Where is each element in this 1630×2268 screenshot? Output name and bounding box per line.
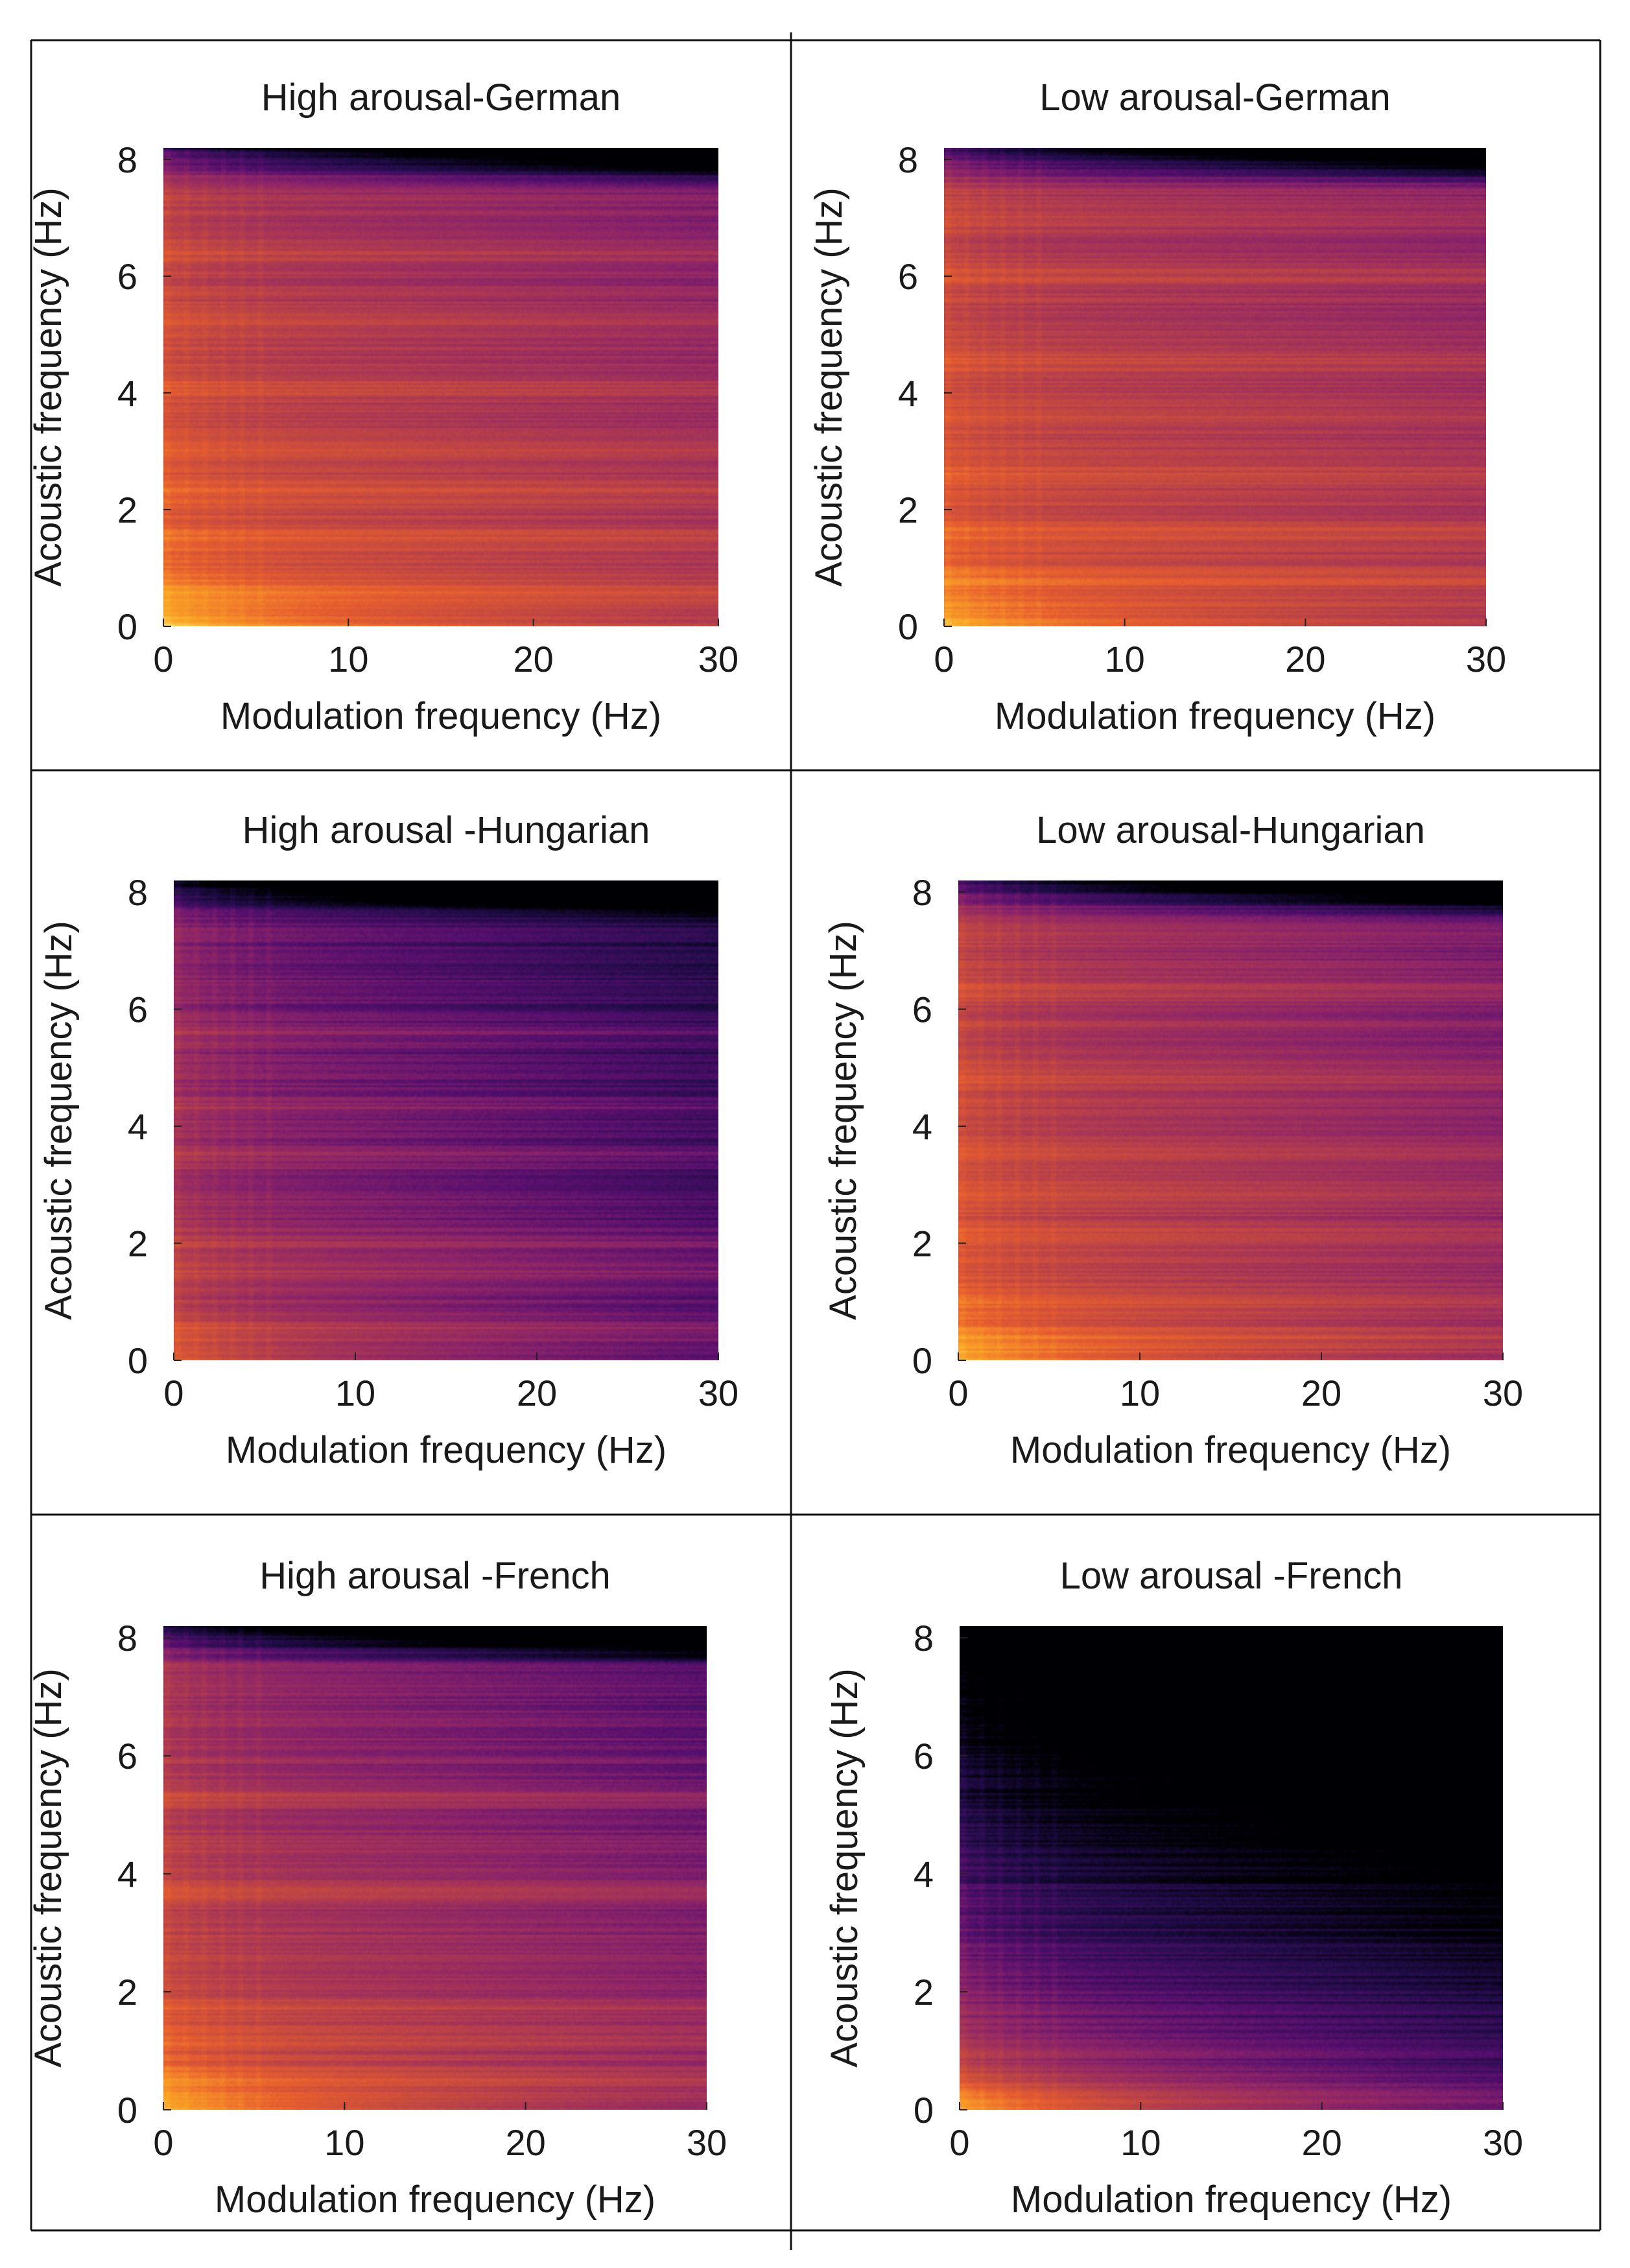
x-tick-label: 30: [1483, 1373, 1523, 1413]
x-axis-label: Modulation frequency (Hz): [995, 695, 1435, 737]
y-tick-label: 8: [912, 872, 932, 913]
x-axis-label: Modulation frequency (Hz): [215, 2179, 656, 2221]
panel-title: Low arousal -French: [1060, 1555, 1403, 1597]
y-tick-label: 2: [117, 490, 137, 530]
x-tick-label: 20: [1302, 2122, 1342, 2163]
y-tick-label: 6: [912, 989, 932, 1030]
y-tick-label: 4: [117, 373, 137, 414]
x-tick-label: 0: [949, 2122, 969, 2163]
x-tick-label: 20: [514, 639, 554, 679]
x-tick-label: 0: [153, 2122, 173, 2163]
panel-title: High arousal-German: [261, 77, 620, 119]
x-tick-label: 20: [1285, 639, 1325, 679]
y-tick-label: 0: [898, 606, 918, 647]
x-tick-label: 30: [687, 2122, 727, 2163]
y-tick-label: 6: [128, 989, 148, 1030]
x-tick-label: 10: [1120, 1373, 1160, 1413]
y-tick-label: 2: [898, 490, 918, 530]
panel-title: High arousal -French: [259, 1555, 611, 1597]
y-tick-label: 8: [898, 139, 918, 180]
x-axis-label: Modulation frequency (Hz): [1010, 1429, 1451, 1471]
y-tick-label: 4: [898, 373, 918, 414]
y-tick-label: 8: [117, 1618, 137, 1659]
x-tick-label: 10: [1120, 2122, 1161, 2163]
spectrogram-panel-3: High arousal -Hungarian 0 10 20 30 0 2 4 6 8 Modul…: [38, 809, 738, 1471]
x-tick-label: 0: [163, 1373, 183, 1413]
y-tick-label: 2: [117, 1972, 137, 2013]
spectrogram-heatmap: [958, 880, 1503, 1360]
x-axis-label: Modulation frequency (Hz): [220, 695, 661, 737]
y-tick-label: 6: [117, 256, 137, 297]
x-tick-label: 30: [698, 639, 738, 679]
spectrogram-heatmap: [163, 148, 718, 626]
y-tick-label: 2: [128, 1223, 148, 1264]
x-tick-label: 30: [1466, 639, 1506, 679]
x-tick-label: 0: [934, 639, 954, 679]
y-axis-label: Acoustic frequency (Hz): [808, 187, 850, 587]
spectrogram-heatmap: [163, 1626, 707, 2110]
y-tick-label: 4: [912, 1106, 932, 1147]
y-axis-label: Acoustic frequency (Hz): [823, 1668, 866, 2068]
x-tick-label: 30: [698, 1373, 738, 1413]
spectrogram-panel-5: High arousal -French 0 10 20 30 0 2 4 6 8 Modulati…: [27, 1555, 727, 2221]
spectrogram-panel-2: Low arousal-German 0 10 20 30 0 2 4 6 8 Modulation…: [808, 77, 1506, 737]
y-tick-label: 8: [128, 872, 148, 913]
y-tick-label: 0: [128, 1340, 148, 1381]
y-tick-label: 4: [117, 1854, 137, 1895]
panel-title: Low arousal-Hungarian: [1036, 809, 1425, 851]
y-tick-label: 4: [128, 1106, 148, 1147]
x-tick-label: 20: [506, 2122, 546, 2163]
panel-title: Low arousal-German: [1039, 77, 1391, 119]
y-axis-label: Acoustic frequency (Hz): [27, 1668, 69, 2068]
y-tick-label: 6: [914, 1736, 934, 1777]
x-tick-label: 10: [324, 2122, 364, 2163]
x-tick-label: 10: [328, 639, 368, 679]
spectrogram-panel-6: Low arousal -French 0 10 20 30 0 2 4 6 8 Modulatio…: [823, 1555, 1523, 2221]
y-tick-label: 2: [914, 1972, 934, 2013]
y-axis-label: Acoustic frequency (Hz): [27, 187, 69, 587]
y-tick-label: 0: [117, 2090, 137, 2131]
x-tick-label: 0: [153, 639, 173, 679]
y-tick-label: 0: [117, 606, 137, 647]
spectrogram-heatmap: [944, 148, 1486, 626]
y-axis-label: Acoustic frequency (Hz): [38, 921, 80, 1320]
spectrogram-panel-1: High arousal-German 0 10 20 30 0 2 4 6 8 Modulatio…: [27, 77, 738, 737]
x-tick-label: 10: [1105, 639, 1145, 679]
y-tick-label: 8: [914, 1618, 934, 1659]
y-tick-label: 8: [117, 139, 137, 180]
y-axis-label: Acoustic frequency (Hz): [822, 921, 864, 1320]
spectrogram-panel-4: Low arousal-Hungarian 0 10 20 30 0 2 4 6 8 Modulat…: [822, 809, 1523, 1471]
x-tick-label: 30: [1483, 2122, 1523, 2163]
y-tick-label: 4: [914, 1854, 934, 1895]
figure-grid: [30, 32, 1601, 2250]
x-axis-label: Modulation frequency (Hz): [1011, 2179, 1452, 2221]
y-tick-label: 6: [898, 256, 918, 297]
x-tick-label: 10: [335, 1373, 375, 1413]
spectrogram-heatmap: [960, 1626, 1503, 2110]
x-tick-label: 20: [517, 1373, 557, 1413]
x-tick-label: 0: [948, 1373, 968, 1413]
x-axis-label: Modulation frequency (Hz): [226, 1429, 667, 1471]
x-tick-label: 20: [1301, 1373, 1341, 1413]
y-tick-label: 6: [117, 1736, 137, 1777]
panel-title: High arousal -Hungarian: [242, 809, 650, 851]
y-tick-label: 0: [914, 2090, 934, 2131]
y-tick-label: 0: [912, 1340, 932, 1381]
y-tick-label: 2: [912, 1223, 932, 1264]
spectrogram-heatmap: [174, 880, 718, 1360]
